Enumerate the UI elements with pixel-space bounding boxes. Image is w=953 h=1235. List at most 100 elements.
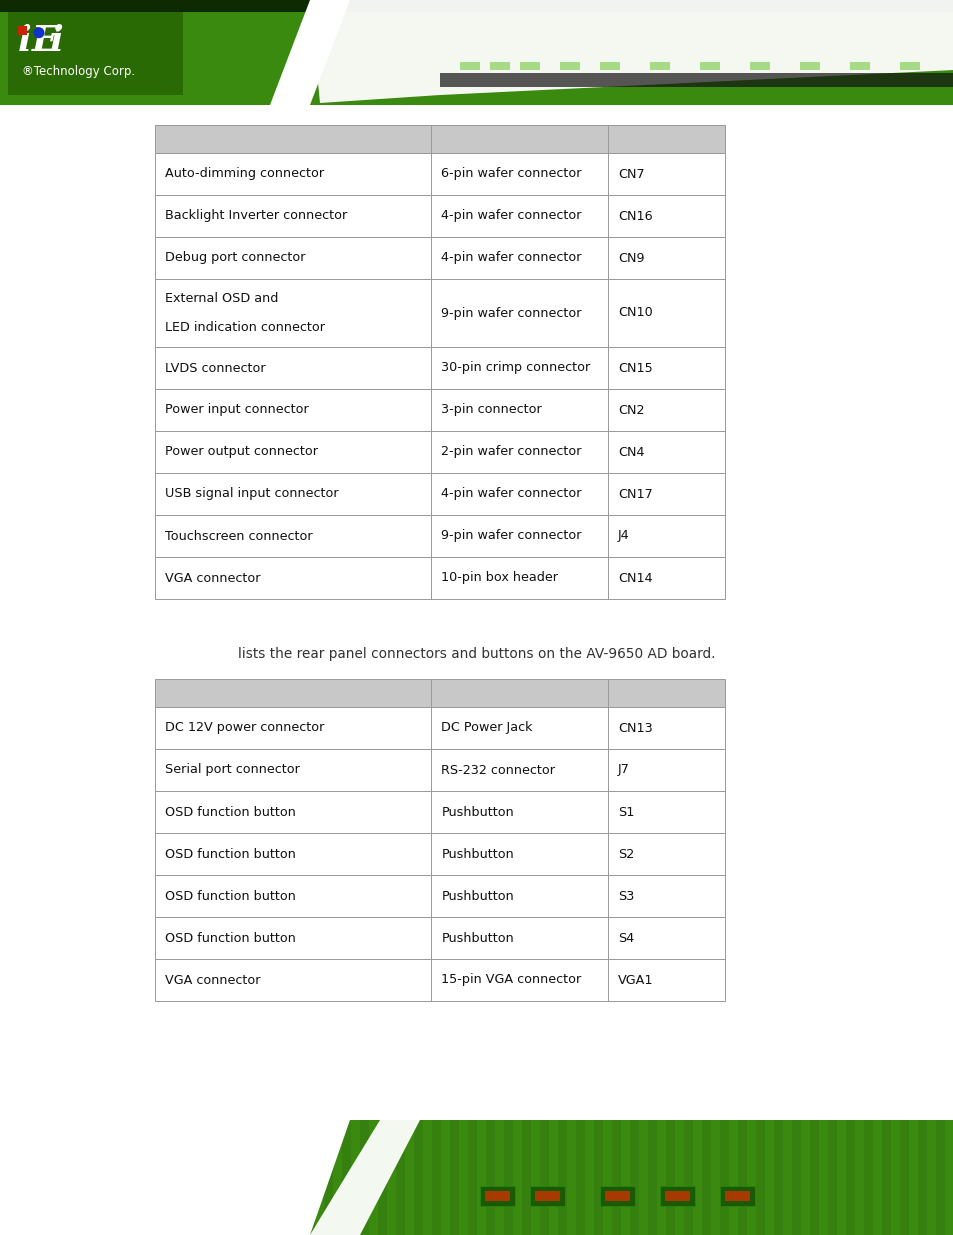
Bar <box>252 1120 261 1235</box>
Bar <box>154 389 724 431</box>
Bar <box>0 1120 9 1235</box>
Text: S2: S2 <box>618 847 634 861</box>
Text: Pushbutton: Pushbutton <box>441 847 514 861</box>
Text: CN14: CN14 <box>618 572 652 584</box>
Bar <box>724 1192 749 1202</box>
Bar <box>899 1120 908 1235</box>
Bar <box>917 0 926 105</box>
Bar <box>576 1120 584 1235</box>
Bar <box>720 0 728 105</box>
Bar <box>36 1120 45 1235</box>
Bar <box>490 62 510 70</box>
Bar <box>154 473 724 515</box>
Bar <box>414 0 422 105</box>
Text: 6-pin wafer connector: 6-pin wafer connector <box>441 168 581 180</box>
Bar <box>359 0 369 105</box>
Bar <box>720 1187 754 1207</box>
Bar <box>773 0 782 105</box>
Text: DC Power Jack: DC Power Jack <box>441 721 533 735</box>
Text: 4-pin wafer connector: 4-pin wafer connector <box>441 252 581 264</box>
Bar <box>306 0 314 105</box>
Bar <box>576 0 584 105</box>
Bar <box>539 0 548 105</box>
Text: LVDS connector: LVDS connector <box>165 362 265 374</box>
Bar <box>90 1120 99 1235</box>
Text: J7: J7 <box>618 763 629 777</box>
Text: OSD function button: OSD function button <box>165 931 295 945</box>
Bar <box>935 0 944 105</box>
Bar <box>450 1120 458 1235</box>
Bar <box>485 1120 495 1235</box>
Bar <box>54 1120 63 1235</box>
Bar <box>849 62 869 70</box>
Bar <box>144 0 152 105</box>
Bar <box>233 0 243 105</box>
Bar <box>18 0 27 105</box>
Bar <box>503 0 513 105</box>
Bar <box>377 0 387 105</box>
Text: Power output connector: Power output connector <box>165 446 317 458</box>
Text: 2-pin wafer connector: 2-pin wafer connector <box>441 446 581 458</box>
Bar <box>665 1120 675 1235</box>
Text: 9-pin wafer connector: 9-pin wafer connector <box>441 306 581 320</box>
Bar <box>738 1120 746 1235</box>
Bar <box>558 0 566 105</box>
Bar <box>791 0 801 105</box>
Bar <box>414 1120 422 1235</box>
Bar <box>215 0 225 105</box>
Bar <box>341 0 351 105</box>
Polygon shape <box>310 0 953 103</box>
Bar <box>108 0 117 105</box>
Text: 30-pin crimp connector: 30-pin crimp connector <box>441 362 590 374</box>
Bar <box>863 1120 872 1235</box>
Bar <box>154 347 724 389</box>
Text: External OSD and: External OSD and <box>165 291 278 305</box>
Text: CN4: CN4 <box>618 446 644 458</box>
Bar <box>432 1120 440 1235</box>
Text: CN17: CN17 <box>618 488 652 500</box>
Bar <box>664 1192 689 1202</box>
Bar <box>484 1192 510 1202</box>
Bar <box>233 1120 243 1235</box>
Bar <box>649 62 669 70</box>
Bar <box>154 153 724 195</box>
Bar <box>845 1120 854 1235</box>
Bar <box>539 1120 548 1235</box>
Bar <box>154 679 724 706</box>
Bar <box>18 1120 27 1235</box>
Bar <box>629 1120 639 1235</box>
Text: 15-pin VGA connector: 15-pin VGA connector <box>441 973 581 987</box>
Text: E: E <box>32 23 59 58</box>
Bar <box>659 1187 695 1207</box>
Bar <box>701 0 710 105</box>
Text: S4: S4 <box>618 931 634 945</box>
Bar <box>154 960 724 1002</box>
Bar <box>154 431 724 473</box>
Bar <box>749 62 769 70</box>
Bar <box>0 0 953 105</box>
Text: 4-pin wafer connector: 4-pin wafer connector <box>441 210 581 222</box>
Bar <box>559 62 579 70</box>
Bar <box>599 62 619 70</box>
Bar <box>683 0 692 105</box>
Bar <box>154 876 724 918</box>
Text: 4-pin wafer connector: 4-pin wafer connector <box>441 488 581 500</box>
Text: i: i <box>50 23 64 58</box>
Bar <box>0 12 953 105</box>
Bar <box>604 1192 629 1202</box>
Bar <box>827 0 836 105</box>
Text: CN10: CN10 <box>618 306 652 320</box>
Bar <box>519 62 539 70</box>
Bar <box>647 0 657 105</box>
Text: CN9: CN9 <box>618 252 644 264</box>
Bar <box>479 1187 515 1207</box>
Text: VGA connector: VGA connector <box>165 572 260 584</box>
Bar <box>154 790 724 832</box>
Bar <box>738 0 746 105</box>
Bar <box>432 0 440 105</box>
Bar <box>612 0 620 105</box>
Bar <box>154 832 724 876</box>
Text: DC 12V power connector: DC 12V power connector <box>165 721 324 735</box>
Bar <box>468 0 476 105</box>
Bar <box>154 195 724 237</box>
